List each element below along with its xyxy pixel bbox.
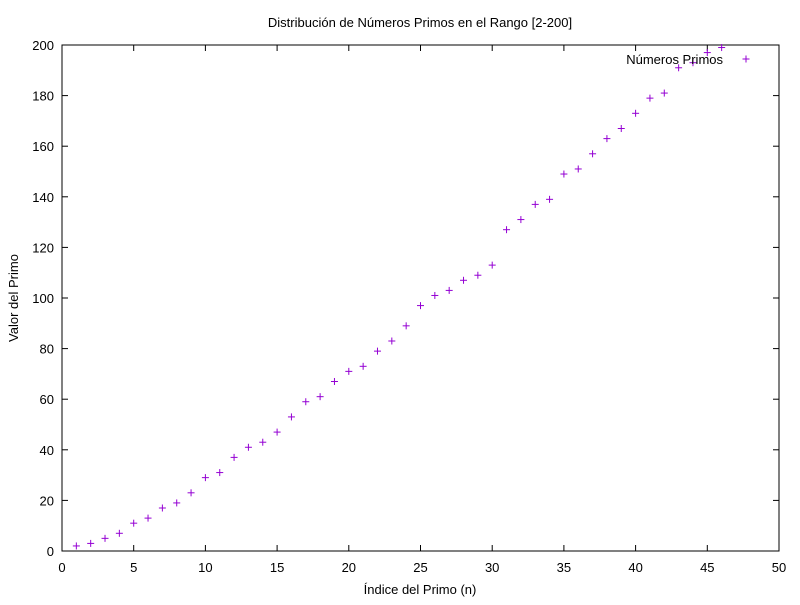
data-point	[402, 322, 410, 330]
data-point	[632, 109, 640, 117]
data-point	[287, 413, 295, 421]
data-point	[675, 64, 683, 72]
x-axis-label: Índice del Primo (n)	[364, 582, 477, 597]
data-point	[660, 89, 668, 97]
data-point	[718, 44, 726, 52]
data-point	[87, 539, 95, 547]
legend-label: Números Primos	[626, 52, 723, 67]
x-tick-label: 50	[772, 560, 786, 575]
data-point	[72, 542, 80, 550]
data-point	[560, 170, 568, 178]
x-tick-label: 20	[342, 560, 356, 575]
data-point	[187, 489, 195, 497]
data-point	[503, 226, 511, 234]
y-tick-label: 20	[40, 493, 54, 508]
x-tick-label: 15	[270, 560, 284, 575]
data-point	[216, 469, 224, 477]
x-tick-label: 10	[198, 560, 212, 575]
data-point	[244, 443, 252, 451]
data-point	[703, 49, 711, 57]
y-axis-label: Valor del Primo	[6, 254, 21, 342]
y-tick-label: 120	[32, 240, 54, 255]
x-tick-label: 25	[413, 560, 427, 575]
data-point	[388, 337, 396, 345]
data-point	[445, 286, 453, 294]
y-tick-label: 100	[32, 291, 54, 306]
chart-title: Distribución de Números Primos en el Ran…	[268, 15, 572, 30]
legend-marker	[742, 55, 750, 63]
y-tick-label: 180	[32, 89, 54, 104]
data-point	[531, 200, 539, 208]
data-point	[144, 514, 152, 522]
data-point	[201, 474, 209, 482]
data-point	[488, 261, 496, 269]
data-point	[574, 165, 582, 173]
y-tick-label: 80	[40, 342, 54, 357]
data-point	[259, 438, 267, 446]
data-point	[373, 347, 381, 355]
data-point	[460, 276, 468, 284]
y-tick-label: 60	[40, 392, 54, 407]
x-tick-label: 40	[628, 560, 642, 575]
data-point	[316, 393, 324, 401]
data-point	[302, 398, 310, 406]
data-point	[417, 302, 424, 310]
x-tick-label: 30	[485, 560, 499, 575]
data-point	[230, 453, 238, 461]
data-point	[474, 271, 482, 279]
data-point	[273, 428, 281, 436]
x-tick-label: 45	[700, 560, 714, 575]
data-point	[646, 94, 654, 102]
data-point	[517, 216, 525, 224]
legend: Números Primos	[626, 52, 750, 67]
legend-marker-symbol	[742, 55, 750, 63]
x-tick-label: 5	[130, 560, 137, 575]
x-tick-label: 35	[557, 560, 571, 575]
y-tick-label: 160	[32, 139, 54, 154]
x-tick-label: 0	[58, 560, 65, 575]
data-point	[589, 150, 597, 158]
data-point	[359, 362, 367, 370]
data-point	[617, 124, 625, 132]
x-axis: 0 5 10 15 20 25 30 35 40 45 50	[58, 45, 786, 575]
data-point	[330, 377, 338, 385]
data-point	[689, 59, 697, 67]
y-tick-label: 200	[32, 38, 54, 53]
data-point	[115, 529, 123, 537]
y-tick-label: 40	[40, 443, 54, 458]
data-point	[101, 534, 109, 542]
data-point	[431, 291, 439, 299]
data-point	[173, 499, 181, 507]
y-tick-label: 0	[47, 544, 54, 559]
y-tick-label: 140	[32, 190, 54, 205]
data-point	[546, 195, 554, 203]
data-point	[345, 367, 353, 375]
data-point	[603, 135, 611, 143]
y-axis: 0 20 40 60 80 100 120 140 160 180 200	[32, 38, 779, 559]
data-point	[158, 504, 166, 512]
data-point	[130, 519, 138, 527]
data-points	[72, 44, 726, 550]
